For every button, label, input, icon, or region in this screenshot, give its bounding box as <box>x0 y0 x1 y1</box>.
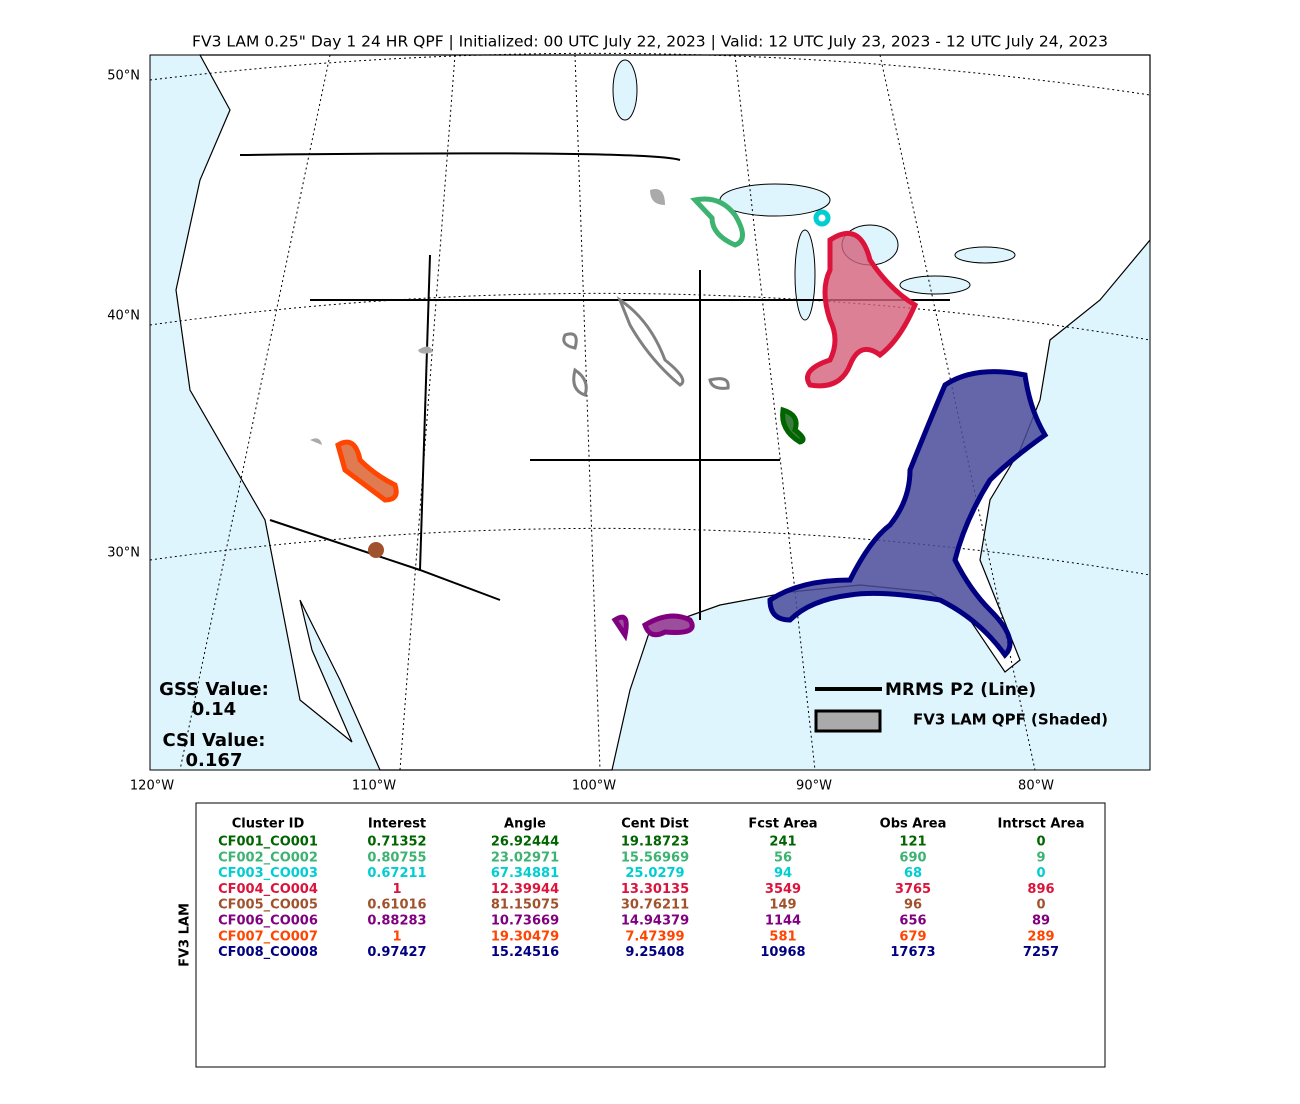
table-header: Intrsct Area <box>998 817 1085 832</box>
table-cell: 56 <box>774 850 792 865</box>
table-header: Fcst Area <box>748 817 817 832</box>
table-cell: 0 <box>1036 835 1045 850</box>
table-cell: CF002_CO002 <box>218 850 318 865</box>
gss-value: 0.14 <box>192 699 236 720</box>
table-cell: 23.02971 <box>491 850 559 865</box>
table-cell: 89 <box>1032 914 1050 929</box>
lon-label: 120°W <box>130 779 174 794</box>
table-header: Angle <box>504 817 546 832</box>
table-cell: 656 <box>899 914 926 929</box>
table-cell: 68 <box>904 866 922 881</box>
table-header: Cluster ID <box>232 817 305 832</box>
map <box>149 52 1151 771</box>
graticule <box>149 52 1151 771</box>
table-cell: 0 <box>1036 898 1045 913</box>
table-cell: 289 <box>1027 929 1054 944</box>
table-header: Cent Dist <box>621 817 689 832</box>
table-cell: 679 <box>899 929 926 944</box>
table-cell: CF006_CO006 <box>218 914 318 929</box>
lon-label: 110°W <box>352 779 396 794</box>
table-body: Cluster ID Interest Angle Cent Dist Fcst Are… <box>218 817 1084 961</box>
lat-label: 40°N <box>107 309 140 324</box>
clusters <box>310 189 1049 659</box>
table-cell: CF004_CO004 <box>218 882 318 897</box>
legend-line-label: MRMS P2 (Line) <box>885 680 1036 700</box>
table-cell: 0.71352 <box>367 835 426 850</box>
map-frame <box>149 54 1151 771</box>
table-cell: 9 <box>1036 850 1045 865</box>
table-cell: 96 <box>904 898 922 913</box>
table-cell: 3549 <box>765 882 801 897</box>
lon-label: 100°W <box>572 779 616 794</box>
table-cell: 14.94379 <box>621 914 689 929</box>
borders <box>239 152 950 620</box>
legend-shaded-label: FV3 LAM QPF (Shaded) <box>913 711 1108 729</box>
table-cell: 0.67211 <box>367 866 426 881</box>
title: FV3 LAM 0.25" Day 1 24 HR QPF | Initiali… <box>192 33 1108 51</box>
table-cell: 7.47399 <box>625 929 684 944</box>
table-cell: 0.80755 <box>367 850 426 865</box>
land <box>175 54 1151 771</box>
table-cell: 896 <box>1027 882 1054 897</box>
table-cell: 26.92444 <box>491 835 559 850</box>
table-cell: 10968 <box>760 945 805 960</box>
table-cell: 9.25408 <box>625 945 684 960</box>
table-cell: CF003_CO003 <box>218 866 318 881</box>
scores: GSS Value: 0.14 CSI Value: 0.167 <box>159 679 269 771</box>
table-cell: 25.0279 <box>625 866 684 881</box>
table-cell: 1 <box>392 882 401 897</box>
table-cell: 94 <box>774 866 792 881</box>
table-cell: 17673 <box>890 945 935 960</box>
table-frame <box>195 802 1106 1068</box>
table-cell: 121 <box>899 835 926 850</box>
table-cell: 19.30479 <box>491 929 559 944</box>
table-cell: 0.97427 <box>367 945 426 960</box>
table-cell: 15.56969 <box>621 850 689 865</box>
table-cell: CF007_CO007 <box>218 929 318 944</box>
stats-table: FV3 LAM Cluster ID Interest Angle Cent Dist… <box>178 802 1106 1068</box>
table-cell: CF005_CO005 <box>218 898 318 913</box>
table-cell: CF008_CO008 <box>218 945 318 960</box>
csi-label: CSI Value: <box>163 730 266 751</box>
table-cell: 0.88283 <box>367 914 426 929</box>
table-cell: 1 <box>392 929 401 944</box>
table-cell: 67.34881 <box>491 866 559 881</box>
csi-value: 0.167 <box>186 750 243 771</box>
table-cell: 241 <box>769 835 796 850</box>
table-cell: 0.61016 <box>367 898 426 913</box>
table-cell: CF001_CO001 <box>218 835 318 850</box>
lat-label: 50°N <box>107 69 140 84</box>
table-header: Interest <box>368 817 426 832</box>
gss-label: GSS Value: <box>159 679 269 700</box>
table-cell: 1144 <box>765 914 801 929</box>
table-cell: 149 <box>769 898 796 913</box>
lat-labels: 50°N 40°N 30°N <box>107 69 140 561</box>
lon-label: 90°W <box>796 779 832 794</box>
table-cell: 81.15075 <box>491 898 559 913</box>
legend: MRMS P2 (Line) FV3 LAM QPF (Shaded) <box>814 680 1108 733</box>
lat-label: 30°N <box>107 546 140 561</box>
legend-shaded <box>814 709 882 733</box>
lon-labels: 120°W 110°W 100°W 90°W 80°W <box>130 779 1054 794</box>
table-cell: 581 <box>769 929 796 944</box>
table-cell: 15.24516 <box>491 945 559 960</box>
table-header: Obs Area <box>880 817 947 832</box>
table-cell: 12.39944 <box>491 882 559 897</box>
table-cell: 3765 <box>895 882 931 897</box>
lon-label: 80°W <box>1018 779 1054 794</box>
table-cell: 690 <box>899 850 926 865</box>
table-side-label: FV3 LAM <box>178 903 193 967</box>
table-cell: 13.30135 <box>621 882 689 897</box>
table-cell: 10.73669 <box>491 914 559 929</box>
table-cell: 0 <box>1036 866 1045 881</box>
table-cell: 7257 <box>1023 945 1059 960</box>
table-cell: 30.76211 <box>621 898 689 913</box>
table-cell: 19.18723 <box>621 835 689 850</box>
